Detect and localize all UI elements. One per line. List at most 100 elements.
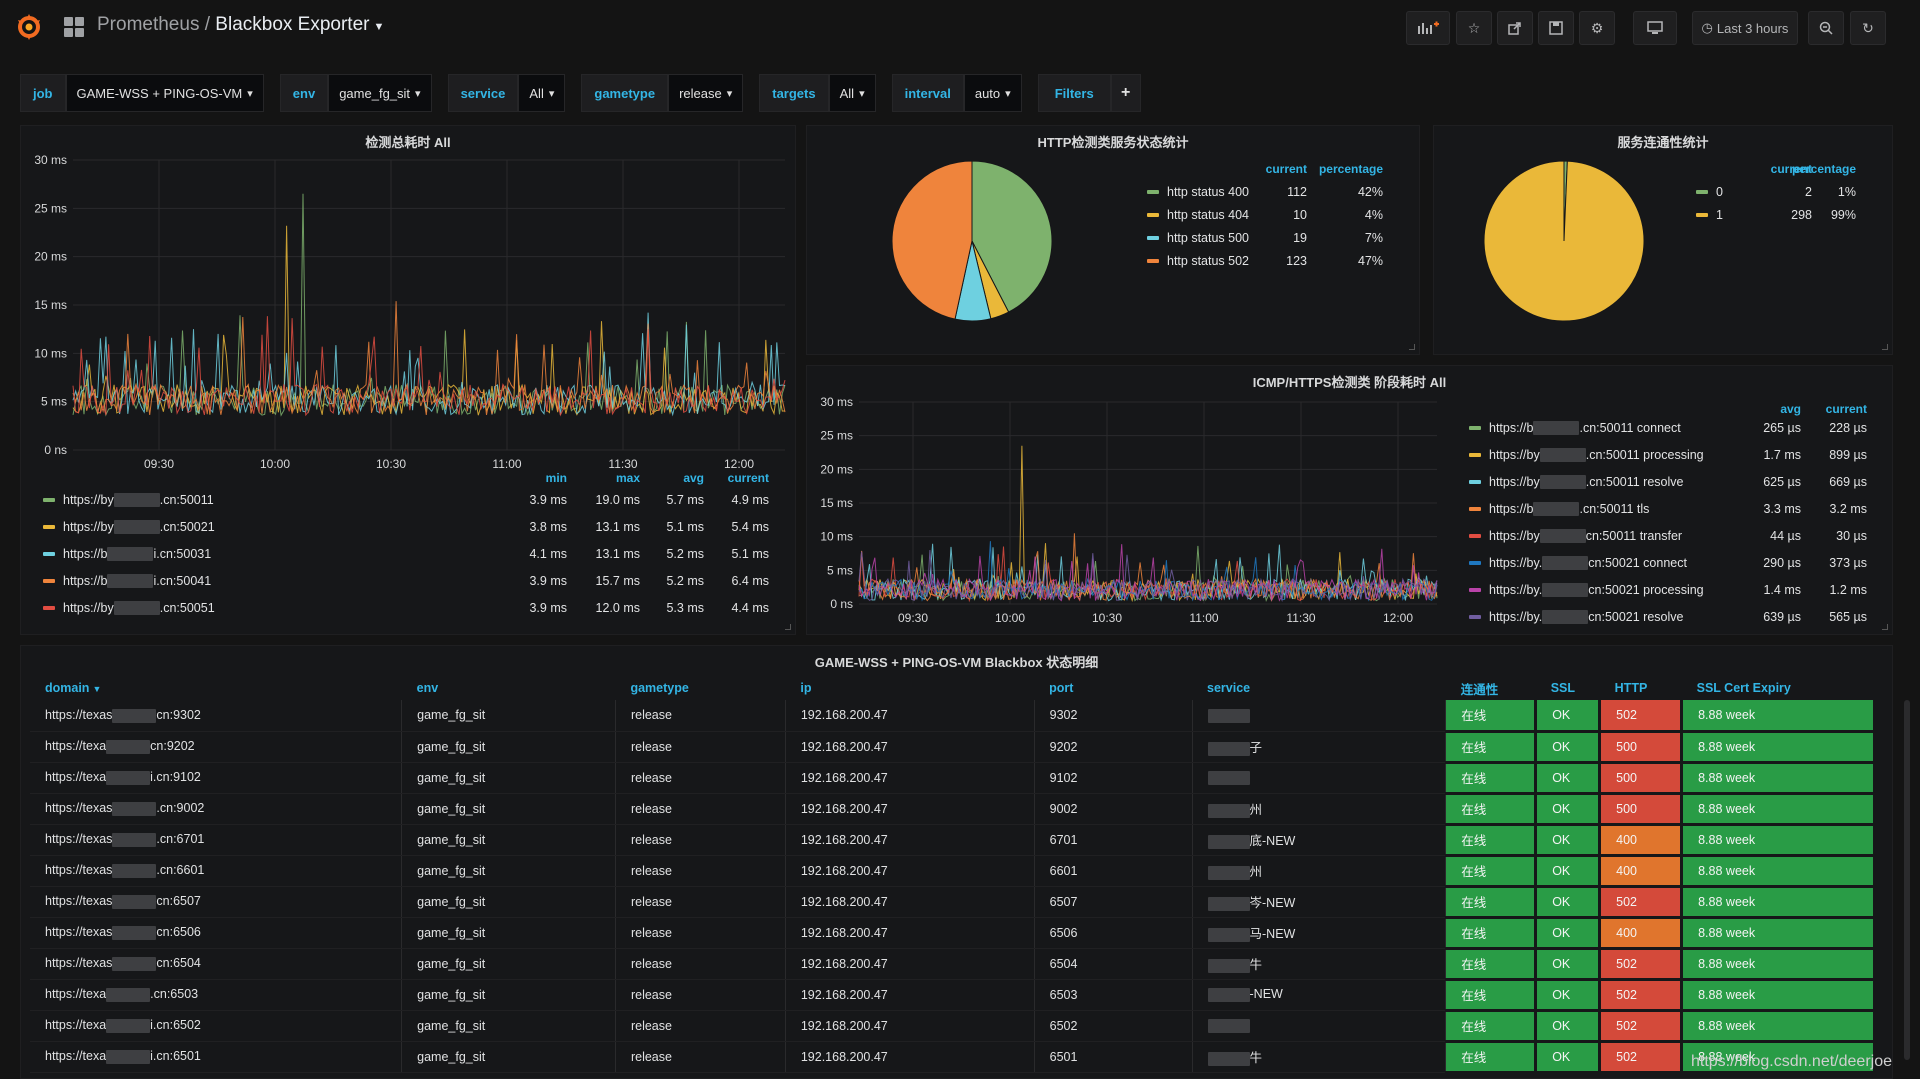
breadcrumb[interactable]: Prometheus / Blackbox Exporter ▼: [97, 14, 384, 36]
pie-slice[interactable]: [971, 160, 1053, 313]
variable-env-select[interactable]: game_fg_sit: [328, 74, 432, 112]
legend-item[interactable]: https://by .cn:50011 resolve 625 µs 669 µs: [1469, 472, 1879, 492]
legend-item[interactable]: https://b .cn:50011 connect 265 µs 228 µs: [1469, 418, 1879, 438]
save-button[interactable]: [1538, 11, 1574, 45]
legend-color-swatch[interactable]: [43, 552, 55, 556]
legend-color-swatch[interactable]: [43, 606, 55, 610]
column-header[interactable]: domain ▼: [45, 681, 102, 695]
legend-color-swatch[interactable]: [1469, 534, 1481, 538]
legend-color-swatch[interactable]: [1696, 213, 1708, 217]
variable-targets-select[interactable]: All: [828, 74, 876, 112]
variable-interval-select[interactable]: auto: [963, 74, 1022, 112]
breadcrumb-folder[interactable]: Prometheus: [97, 14, 200, 35]
column-header[interactable]: ip: [800, 681, 812, 695]
panel-title[interactable]: GAME-WSS + PING-OS-VM Blackbox 状态明细: [814, 655, 1099, 670]
variable-service-select[interactable]: All: [518, 74, 566, 112]
legend-color-swatch[interactable]: [1469, 507, 1481, 511]
grafana-logo-icon[interactable]: [14, 12, 44, 42]
legend-item[interactable]: https://b i.cn:50031 4.1 ms 13.1 ms 5.2 ms 5.…: [43, 544, 791, 564]
legend-color-swatch[interactable]: [1147, 259, 1159, 263]
legend-item[interactable]: https://b i.cn:50041 3.9 ms 15.7 ms 5.2 ms 6.…: [43, 571, 791, 591]
legend-column-header[interactable]: avg: [683, 471, 704, 485]
share-button[interactable]: [1497, 11, 1533, 45]
table-scrollbar[interactable]: [1904, 700, 1910, 1060]
legend-color-swatch[interactable]: [1147, 213, 1159, 217]
legend-column-header[interactable]: current: [1265, 162, 1307, 176]
legend-item[interactable]: http status 400 112 42%: [1147, 182, 1383, 202]
panel-resize-handle[interactable]: [1882, 624, 1888, 630]
legend-item[interactable]: https://by. cn:50021 resolve 639 µs 565 µs: [1469, 607, 1879, 627]
refresh-button[interactable]: ↻: [1850, 11, 1886, 45]
http-status-pie-chart[interactable]: [887, 156, 1057, 326]
legend-column-header[interactable]: min: [545, 471, 567, 485]
dashboard-title-caret-icon[interactable]: ▼: [373, 21, 385, 33]
legend-color-swatch[interactable]: [43, 525, 55, 529]
legend-color-swatch[interactable]: [1469, 480, 1481, 484]
variable-gametype-select[interactable]: release: [668, 74, 744, 112]
column-header[interactable]: port: [1049, 681, 1074, 695]
legend-color-swatch[interactable]: [1469, 426, 1481, 430]
panel-resize-handle[interactable]: [1409, 344, 1415, 350]
zoom-out-button[interactable]: [1808, 11, 1844, 45]
legend-color-swatch[interactable]: [43, 498, 55, 502]
legend-column-header[interactable]: current: [727, 471, 769, 485]
legend-column-header[interactable]: percentage: [1318, 162, 1383, 176]
legend-item[interactable]: https://by .cn:50051 3.9 ms 12.0 ms 5.3 ms 4.…: [43, 598, 791, 618]
legend-column-header[interactable]: current: [1825, 402, 1867, 416]
variable-job-select[interactable]: GAME-WSS + PING-OS-VM: [65, 74, 264, 112]
pie-slice[interactable]: [891, 160, 973, 320]
panel-title[interactable]: HTTP检测类服务状态统计: [1037, 135, 1189, 150]
redacted-block: [112, 832, 157, 847]
star-button[interactable]: ☆: [1456, 11, 1492, 45]
column-header[interactable]: 连通性: [1460, 682, 1499, 697]
legend-color-swatch[interactable]: [1469, 561, 1481, 565]
pie-slice[interactable]: [1483, 160, 1645, 322]
legend-color-swatch[interactable]: [1469, 453, 1481, 457]
dashboard-title[interactable]: Blackbox Exporter: [215, 14, 370, 35]
legend-color-swatch[interactable]: [43, 579, 55, 583]
legend-color-swatch[interactable]: [1696, 190, 1708, 194]
legend-item[interactable]: https://by .cn:50021 3.8 ms 13.1 ms 5.1 ms 5.…: [43, 517, 791, 537]
legend-color-swatch[interactable]: [1147, 190, 1159, 194]
legend-item[interactable]: https://by .cn:50011 processing 1.7 ms 899 …: [1469, 445, 1879, 465]
total-duration-graph[interactable]: 30 ms 25 ms 20 ms 15 ms 10 ms 5 ms 0 ns 09:30 10…: [21, 152, 797, 492]
column-header[interactable]: SSL Cert Expiry: [1696, 681, 1791, 695]
legend-item[interactable]: https://b .cn:50011 tls 3.3 ms 3.2 ms: [1469, 499, 1879, 519]
legend-column-header[interactable]: max: [615, 471, 640, 485]
legend-item[interactable]: http status 502 123 47%: [1147, 251, 1383, 271]
legend-item[interactable]: https://by. cn:50021 processing 1.4 ms 1.2 …: [1469, 580, 1879, 600]
legend-value-percentage: 47%: [1357, 254, 1383, 268]
connectivity-pie-chart[interactable]: [1479, 156, 1649, 326]
legend-item[interactable]: http status 404 10 4%: [1147, 205, 1383, 225]
phase-duration-graph[interactable]: 30 ms 25 ms 20 ms 15 ms 10 ms 5 ms 0 ns 09:30 10…: [807, 392, 1447, 632]
legend-color-swatch[interactable]: [1469, 588, 1481, 592]
add-filter-button[interactable]: +: [1110, 74, 1141, 112]
legend-column-header[interactable]: current: [1770, 162, 1812, 176]
cell-connectivity: 在线: [1445, 793, 1538, 826]
legend-item[interactable]: http status 500 19 7%: [1147, 228, 1383, 248]
dashboards-grid-icon[interactable]: [64, 17, 84, 37]
legend-item[interactable]: 1 298 99%: [1696, 205, 1856, 225]
legend-item[interactable]: https://by cn:50011 transfer 44 µs 30 µs: [1469, 526, 1879, 546]
column-header[interactable]: SSL: [1550, 681, 1575, 695]
column-header[interactable]: HTTP: [1614, 681, 1648, 695]
legend-color-swatch[interactable]: [1469, 615, 1481, 619]
add-panel-button[interactable]: [1406, 11, 1450, 45]
column-header[interactable]: gametype: [630, 681, 689, 695]
panel-title[interactable]: 服务连通性统计: [1617, 135, 1709, 150]
panel-title[interactable]: ICMP/HTTPS检测类 阶段耗时 All: [1252, 375, 1447, 390]
legend-item[interactable]: https://by .cn:50011 3.9 ms 19.0 ms 5.7 ms 4.…: [43, 490, 791, 510]
legend-item[interactable]: 0 2 1%: [1696, 182, 1856, 202]
legend-color-swatch[interactable]: [1147, 236, 1159, 240]
legend-column-header[interactable]: avg: [1780, 402, 1801, 416]
time-picker-button[interactable]: ◷ Last 3 hours: [1692, 11, 1798, 45]
legend-column-header[interactable]: percentage: [1791, 162, 1856, 176]
view-mode-button[interactable]: [1633, 11, 1677, 45]
settings-button[interactable]: ⚙: [1579, 11, 1615, 45]
column-header[interactable]: env: [416, 681, 439, 695]
column-header[interactable]: service: [1207, 681, 1251, 695]
legend-item[interactable]: https://by. cn:50021 connect 290 µs 373 µs: [1469, 553, 1879, 573]
panel-title[interactable]: 检测总耗时 All: [365, 135, 451, 150]
panel-resize-handle[interactable]: [785, 624, 791, 630]
panel-resize-handle[interactable]: [1882, 344, 1888, 350]
